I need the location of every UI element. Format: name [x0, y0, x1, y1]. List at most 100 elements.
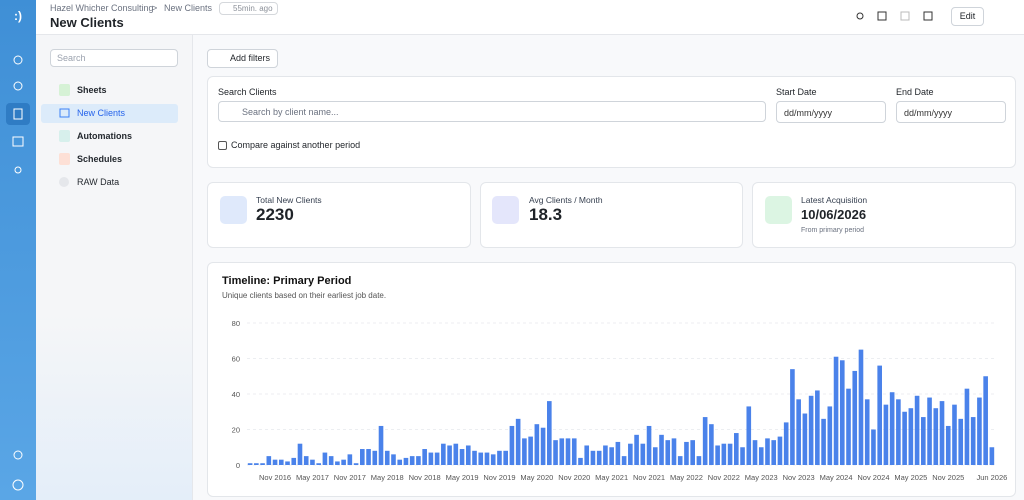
add-filters-button[interactable]: Add filters — [207, 49, 278, 68]
rail-active[interactable] — [6, 103, 30, 125]
bar — [540, 427, 546, 465]
bar — [640, 443, 646, 465]
bar — [734, 433, 739, 465]
bar — [596, 450, 602, 465]
x-tick-label: May 2024 — [820, 473, 853, 482]
y-tick-label: 80 — [232, 319, 240, 328]
breadcrumb-sep: > — [152, 3, 158, 13]
start-date-input[interactable]: dd/mm/yyyy — [776, 101, 886, 123]
bar — [603, 445, 608, 465]
breadcrumb-page[interactable]: New Clients — [164, 3, 213, 13]
app-rail — [0, 0, 36, 500]
save-icon[interactable] — [900, 11, 910, 21]
bar — [434, 452, 440, 465]
compare-label[interactable]: Compare against another period — [231, 140, 361, 150]
bar — [858, 349, 864, 465]
dash-icon[interactable] — [13, 81, 23, 91]
bar — [522, 438, 527, 465]
x-tick-label: May 2021 — [595, 473, 628, 482]
field-label: Start Date — [776, 87, 817, 97]
bar — [465, 445, 471, 465]
kpi-value: 18.3 — [529, 205, 563, 224]
x-tick-label: Nov 2023 — [783, 473, 815, 482]
raw-icon — [59, 177, 69, 187]
bar — [441, 443, 446, 465]
bar — [254, 463, 259, 465]
compare-checkbox[interactable] — [218, 141, 227, 150]
bar — [846, 388, 851, 465]
nav-item[interactable]: Schedules — [77, 154, 123, 164]
x-tick-label: May 2017 — [296, 473, 329, 482]
header-bar — [36, 0, 1024, 35]
bar — [553, 440, 558, 465]
layout-icon[interactable] — [923, 11, 933, 21]
link-icon[interactable] — [14, 166, 22, 174]
bar — [964, 388, 970, 465]
bar — [571, 438, 577, 465]
x-tick-label: Jun 2026 — [976, 473, 1007, 482]
bar — [684, 441, 689, 465]
kpi-label: Avg Clients / Month — [529, 195, 603, 205]
bar — [883, 404, 889, 465]
open-icon[interactable] — [877, 11, 887, 21]
bar — [621, 456, 627, 465]
bar — [547, 401, 552, 465]
bar — [559, 438, 565, 465]
bar — [484, 452, 490, 465]
home-icon[interactable] — [13, 55, 23, 65]
bar — [777, 436, 783, 465]
table-icon — [59, 108, 70, 118]
bar — [746, 406, 752, 465]
kpi-icon — [220, 196, 247, 224]
bar — [958, 418, 964, 465]
bar — [422, 449, 427, 465]
x-tick-label: May 2018 — [371, 473, 404, 482]
nav-search[interactable]: Search — [50, 49, 178, 67]
kpi-label: Total New Clients — [256, 195, 322, 205]
kpi-label: Latest Acquisition — [801, 195, 868, 205]
sheets-icon — [59, 84, 70, 96]
x-tick-label: Nov 2021 — [633, 473, 665, 482]
bar — [659, 434, 664, 465]
edit-button[interactable]: Edit — [951, 7, 984, 26]
bar — [291, 457, 297, 465]
help-icon[interactable] — [12, 479, 24, 491]
x-tick-label: Nov 2018 — [409, 473, 441, 482]
bar — [391, 454, 396, 465]
nav-active — [41, 104, 178, 123]
bar — [671, 438, 677, 465]
terminal-icon[interactable] — [12, 136, 24, 147]
bar — [864, 399, 870, 465]
breadcrumb-org[interactable]: Hazel Whicher Consulting — [50, 3, 154, 13]
end-date-input[interactable]: dd/mm/yyyy — [896, 101, 1006, 123]
bar — [509, 425, 515, 465]
bar — [615, 441, 621, 465]
bar — [515, 418, 521, 465]
bar — [758, 447, 764, 465]
bar — [335, 461, 340, 465]
settings-icon[interactable] — [13, 450, 23, 460]
search-input[interactable]: Search by client name... — [218, 101, 766, 122]
bar — [397, 459, 403, 465]
bar — [970, 417, 976, 465]
kpi-card — [207, 182, 471, 248]
nav-item[interactable]: Automations — [77, 131, 132, 141]
bar — [796, 399, 801, 465]
bar — [802, 413, 808, 465]
filter-card — [207, 76, 1016, 168]
nav-item[interactable]: Sheets — [77, 85, 107, 95]
bar — [578, 457, 583, 465]
nav-item[interactable]: RAW Data — [77, 177, 120, 187]
x-tick-label: May 2025 — [894, 473, 927, 482]
bar — [690, 440, 695, 465]
bar — [727, 443, 733, 465]
field-label: Search Clients — [218, 87, 277, 97]
nav-item[interactable]: New Clients — [77, 108, 126, 118]
share-icon[interactable] — [856, 12, 864, 20]
sheet-icon[interactable] — [13, 108, 23, 120]
bar — [945, 425, 951, 465]
bar — [272, 459, 278, 465]
bar — [833, 356, 839, 465]
kpi-card — [480, 182, 743, 248]
